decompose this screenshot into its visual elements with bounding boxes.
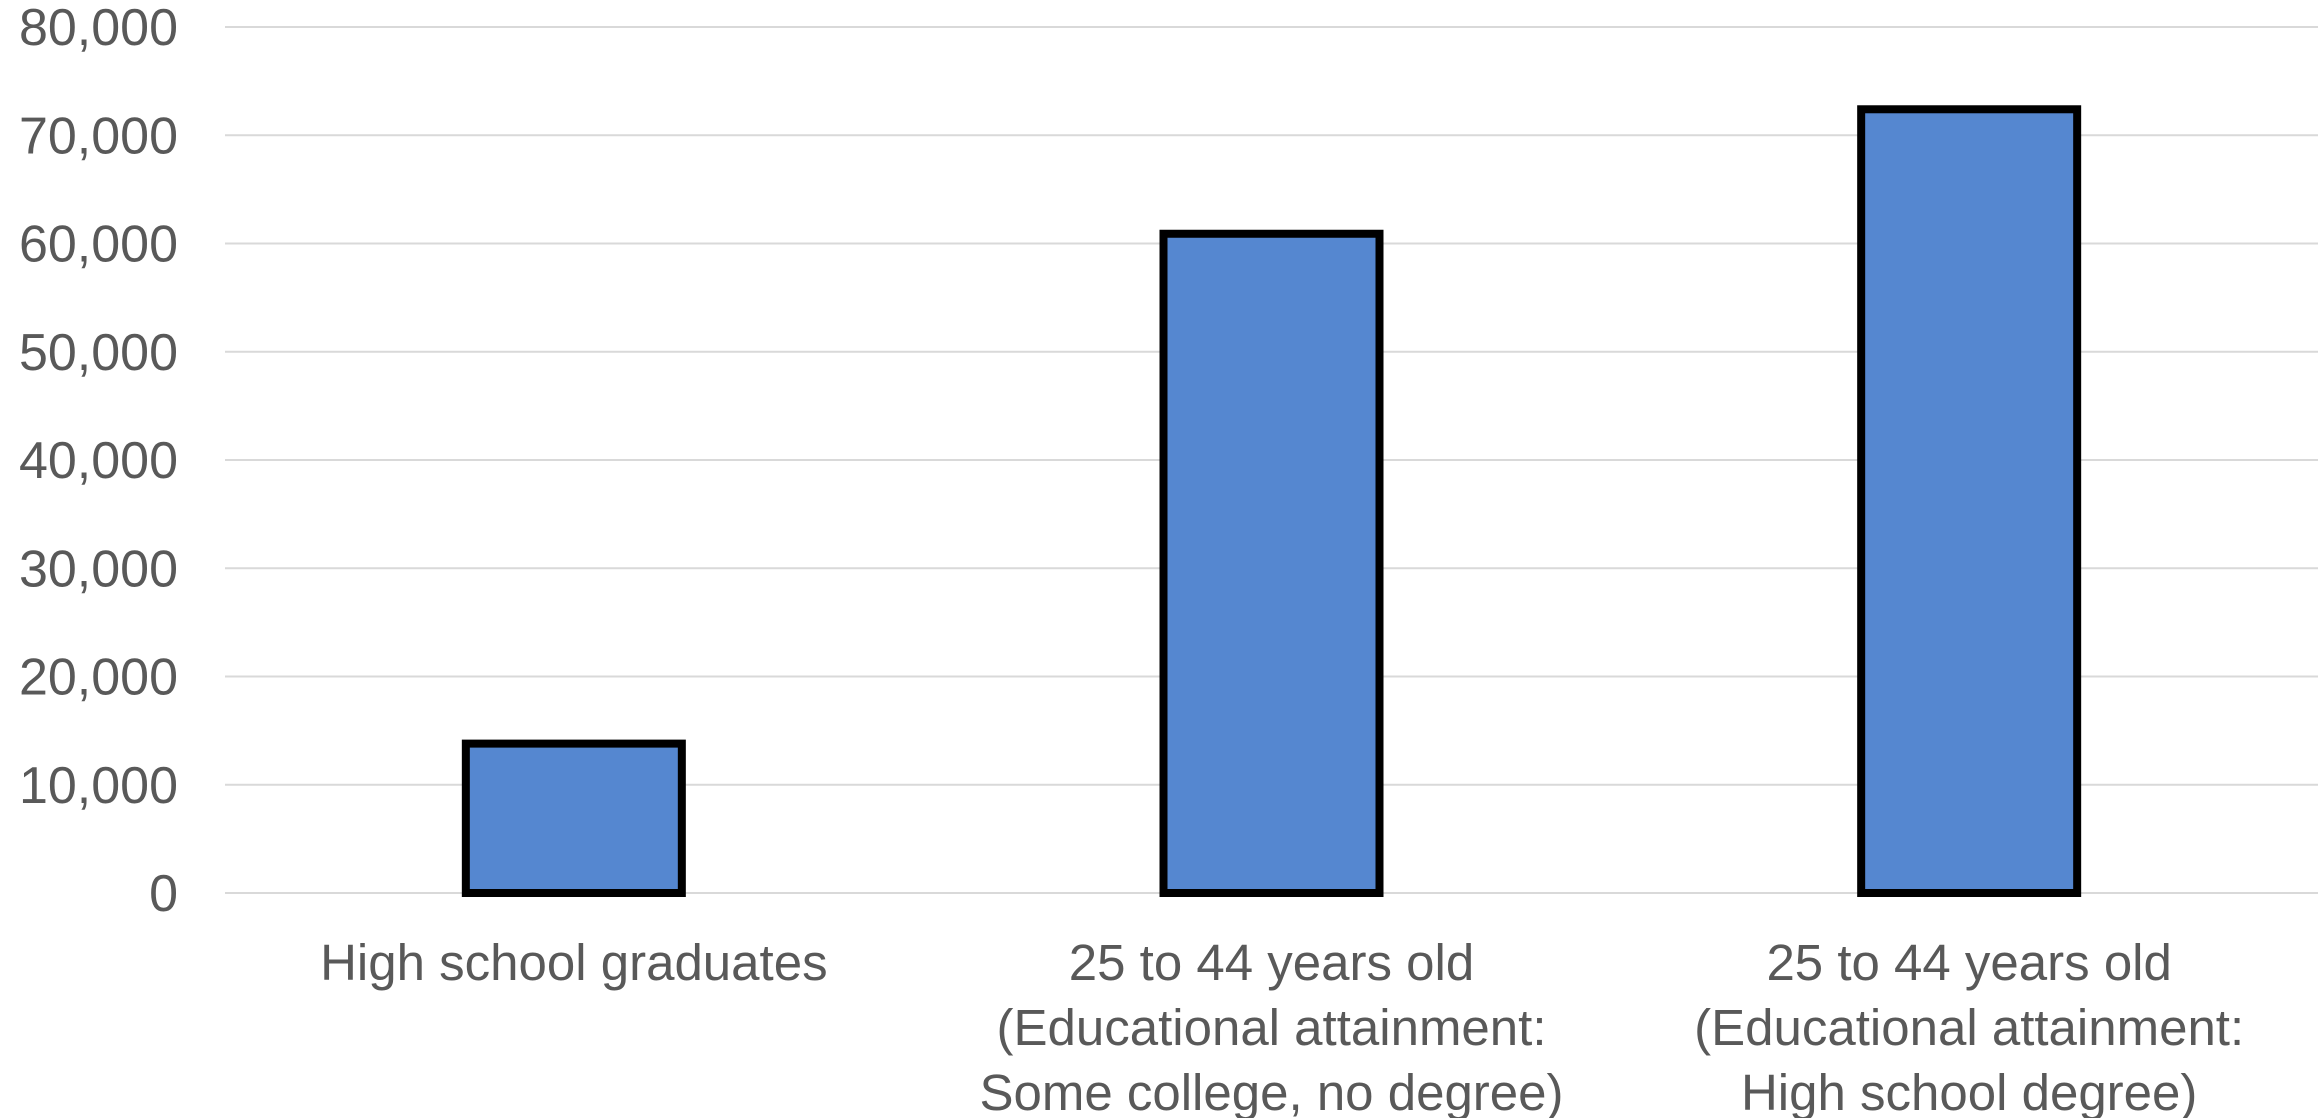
y-tick-label: 60,000 xyxy=(19,216,178,274)
x-category-label-line: High school graduates xyxy=(320,934,828,991)
y-tick-label: 30,000 xyxy=(19,540,178,598)
x-category-label-line: 25 to 44 years old xyxy=(1069,934,1474,991)
y-tick-label: 10,000 xyxy=(19,757,178,815)
bars xyxy=(461,105,2082,897)
x-category-label: 25 to 44 years old (Educational attainmen… xyxy=(979,934,1563,1118)
x-category-label-line: 25 to 44 years old xyxy=(1766,934,2171,991)
y-tick-label: 0 xyxy=(149,865,178,923)
x-category-label-line: Some college, no degree) xyxy=(979,1064,1563,1118)
x-category-label: High school graduates xyxy=(320,934,828,991)
y-tick-label: 50,000 xyxy=(19,324,178,382)
y-tick-label: 80,000 xyxy=(19,0,178,57)
bar xyxy=(461,739,686,897)
y-tick-label: 70,000 xyxy=(19,107,178,165)
y-tick-label: 20,000 xyxy=(19,649,178,707)
x-category-label-line: High school degree) xyxy=(1741,1064,2197,1118)
x-axis-category-labels: High school graduates 25 to 44 years old (… xyxy=(320,934,2244,1118)
y-axis-tick-labels: 0 10,000 20,000 30,000 40,000 50,000 60,000 70,… xyxy=(19,0,178,923)
y-tick-label: 40,000 xyxy=(19,432,178,490)
bar xyxy=(1159,229,1384,897)
x-category-label: 25 to 44 years old (Educational attainmen… xyxy=(1694,934,2244,1118)
x-category-label-line: (Educational attainment: xyxy=(997,999,1547,1056)
bar xyxy=(1857,105,2082,897)
x-category-label-line: (Educational attainment: xyxy=(1694,999,2244,1056)
